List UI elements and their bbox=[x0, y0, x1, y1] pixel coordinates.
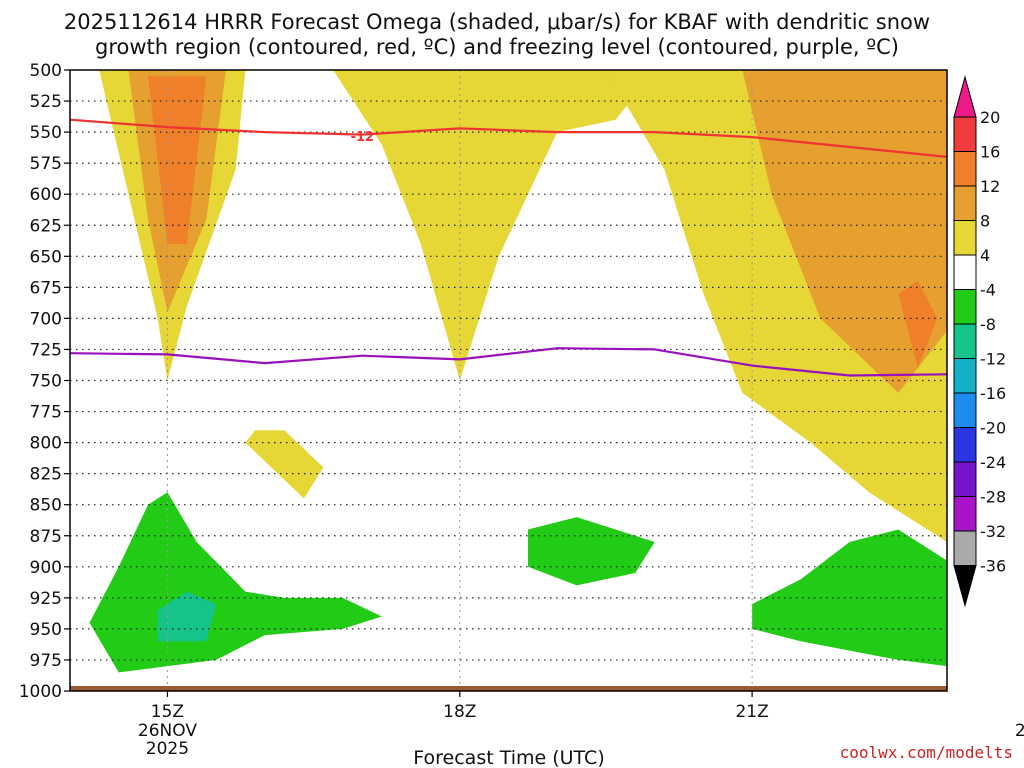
omega-region--4-1 bbox=[528, 517, 655, 586]
omega-region-4-1 bbox=[333, 70, 655, 381]
colorbar-label-0: 20 bbox=[980, 108, 1000, 127]
colorbar-bottom-arrow bbox=[953, 565, 977, 608]
dotted-grid bbox=[70, 70, 947, 691]
pressure-axis: 500 525 550 575 600 625 650 675 700 725 750 775 800 8… bbox=[19, 61, 70, 702]
y-tick-label-1000: 1000 bbox=[19, 682, 62, 702]
y-tick-label-625: 625 bbox=[30, 216, 62, 236]
y-tick-label-750: 750 bbox=[30, 372, 62, 392]
y-tick-label-775: 775 bbox=[30, 403, 62, 423]
y-tick-label-875: 875 bbox=[30, 527, 62, 547]
colorbar-bin-11 bbox=[953, 461, 977, 497]
y-tick-label-550: 550 bbox=[30, 123, 62, 143]
colorbar-label-8: -16 bbox=[980, 384, 1006, 403]
y-tick-label-675: 675 bbox=[30, 278, 62, 298]
colorbar: 20 16 12 8 4 -4 -8 -12 -16 -20 -24 -28 -32 -36 bbox=[953, 75, 1006, 608]
colorbar-label-9: -20 bbox=[980, 419, 1006, 438]
x-year-label-15Z: 2025 bbox=[146, 739, 189, 759]
colorbar-label-5: -4 bbox=[980, 281, 996, 300]
omega-region-4-3 bbox=[245, 430, 324, 499]
y-tick-label-700: 700 bbox=[30, 309, 62, 329]
colorbar-label-2: 12 bbox=[980, 177, 1000, 196]
colorbar-label-13: -36 bbox=[980, 557, 1006, 576]
y-tick-label-575: 575 bbox=[30, 154, 62, 174]
colorbar-bin-6 bbox=[953, 289, 977, 325]
colorbar-label-12: -32 bbox=[980, 522, 1006, 541]
colorbar-label-7: -12 bbox=[980, 350, 1006, 369]
y-tick-label-925: 925 bbox=[30, 589, 62, 609]
colorbar-bin-9 bbox=[953, 392, 977, 428]
x-date-label-15Z: 26NOV bbox=[138, 721, 197, 741]
colorbar-bin-4 bbox=[953, 220, 977, 256]
colorbar-label-4: 4 bbox=[980, 246, 990, 265]
colorbar-bin-1 bbox=[953, 116, 977, 152]
colorbar-bin-10 bbox=[953, 427, 977, 463]
y-tick-label-900: 900 bbox=[30, 558, 62, 578]
colorbar-bin-13 bbox=[953, 530, 977, 566]
y-tick-label-525: 525 bbox=[30, 92, 62, 112]
chart-title-line1: 2025112614 HRRR Forecast Omega (shaded, … bbox=[64, 10, 930, 34]
y-tick-label-800: 800 bbox=[30, 434, 62, 454]
colorbar-bin-2 bbox=[953, 151, 977, 187]
colorbar-bin-7 bbox=[953, 323, 977, 359]
colorbar-label-11: -28 bbox=[980, 488, 1006, 507]
y-tick-label-950: 950 bbox=[30, 620, 62, 640]
omega-region-12-2 bbox=[898, 281, 938, 369]
contour-line-0 bbox=[70, 118, 947, 159]
colorbar-label-10: -24 bbox=[980, 453, 1006, 472]
contour-line-2 bbox=[70, 347, 947, 377]
time-axis: 15Z26NOV202518Z21Z00Z27NOV03Z06Z bbox=[138, 691, 1024, 759]
colorbar-bin-8 bbox=[953, 358, 977, 394]
y-tick-label-825: 825 bbox=[30, 465, 62, 485]
colorbar-label-6: -8 bbox=[980, 315, 996, 334]
colorbar-bin-5 bbox=[953, 254, 977, 290]
credit-text: coolwx.com/modelts bbox=[840, 743, 1013, 762]
y-tick-label-500: 500 bbox=[30, 61, 62, 81]
x-tick-label-18Z: 18Z bbox=[443, 702, 476, 722]
x-date-label-00Z: 27NOV bbox=[1015, 721, 1024, 741]
y-tick-label-975: 975 bbox=[30, 651, 62, 671]
x-tick-label-21Z: 21Z bbox=[735, 702, 768, 722]
y-tick-label-600: 600 bbox=[30, 185, 62, 205]
contour-label-0-0: -12 bbox=[351, 130, 375, 145]
chart-title-line2: growth region (contoured, red, ºC) and f… bbox=[95, 35, 899, 59]
omega-region-12-0 bbox=[148, 76, 207, 244]
omega-region--4-2 bbox=[752, 529, 947, 667]
temperature-contours: -12-120 bbox=[70, 70, 947, 377]
colorbar-bin-12 bbox=[953, 496, 977, 532]
omega-shading bbox=[89, 70, 947, 673]
terrain-band bbox=[70, 686, 947, 691]
colorbar-label-1: 16 bbox=[980, 143, 1000, 162]
colorbar-bin-3 bbox=[953, 185, 977, 221]
x-tick-label-15Z: 15Z bbox=[151, 702, 184, 722]
y-tick-label-650: 650 bbox=[30, 247, 62, 267]
y-tick-label-725: 725 bbox=[30, 340, 62, 360]
x-axis-label: Forecast Time (UTC) bbox=[413, 747, 604, 768]
colorbar-label-3: 8 bbox=[980, 212, 990, 231]
y-tick-label-850: 850 bbox=[30, 496, 62, 516]
